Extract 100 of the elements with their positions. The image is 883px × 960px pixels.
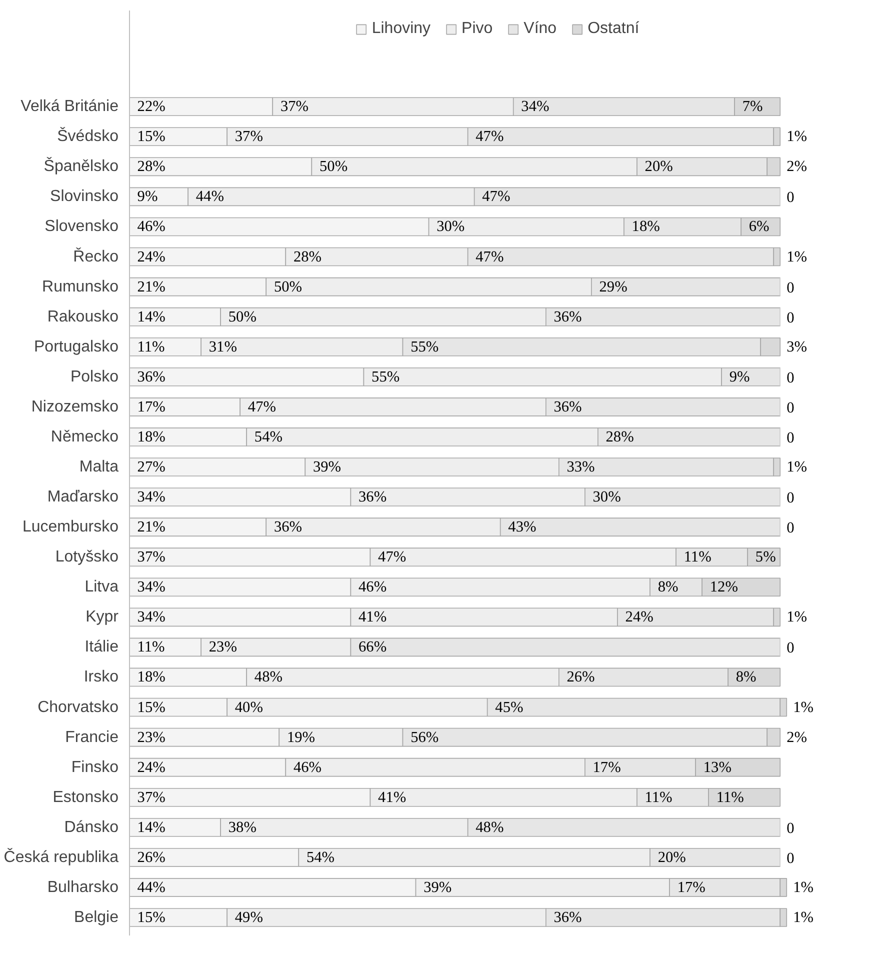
- data-label: 15%: [137, 908, 166, 926]
- data-label: 29%: [599, 278, 628, 296]
- data-label: 8%: [736, 668, 757, 686]
- data-label: 31%: [208, 338, 238, 356]
- data-label: 17%: [137, 398, 166, 416]
- data-label: 56%: [410, 728, 439, 746]
- data-label: 45%: [495, 698, 524, 716]
- data-label: 43%: [508, 518, 536, 536]
- y-tick-label: Lotyšsko: [55, 548, 119, 566]
- data-label: 0: [786, 820, 795, 837]
- data-label: 0: [786, 189, 795, 206]
- y-tick-label: Španělsko: [44, 157, 119, 176]
- data-label: 0: [786, 279, 795, 296]
- y-tick-label: Kypr: [86, 608, 120, 626]
- data-label: 1%: [793, 698, 814, 716]
- data-label: 26%: [566, 668, 596, 686]
- data-label: 28%: [137, 158, 166, 176]
- y-tick-label: Estonsko: [52, 788, 119, 806]
- data-label: 3%: [786, 338, 808, 356]
- data-label: 18%: [137, 668, 166, 686]
- data-label: 44%: [137, 878, 166, 896]
- data-label: 11%: [716, 788, 744, 806]
- y-tick-label: Švédsko: [57, 127, 119, 146]
- data-label: 36%: [358, 488, 387, 506]
- data-label: 22%: [137, 98, 166, 116]
- y-tick-label: Nizozemsko: [31, 398, 119, 416]
- data-label: 47%: [476, 248, 504, 266]
- data-label: 15%: [137, 128, 166, 146]
- data-label: 11%: [137, 638, 166, 656]
- data-label: 9%: [137, 188, 158, 206]
- data-label: 17%: [592, 758, 622, 776]
- y-tick-label: Dánsko: [64, 818, 119, 836]
- data-label: 30%: [436, 218, 465, 236]
- data-label: 14%: [137, 308, 166, 326]
- data-label: 37%: [234, 128, 264, 146]
- data-label: 11%: [644, 788, 673, 806]
- data-label: 28%: [293, 248, 322, 266]
- data-label: 0: [786, 490, 795, 507]
- data-label: 20%: [658, 848, 686, 866]
- data-label: 24%: [625, 608, 654, 626]
- data-label: 47%: [378, 548, 406, 566]
- y-tick-label: Litva: [84, 578, 119, 596]
- y-tick-label: Malta: [79, 458, 119, 476]
- data-label: 5%: [755, 548, 776, 566]
- data-label: 0: [786, 429, 795, 446]
- data-label: 13%: [703, 758, 732, 776]
- data-label: 24%: [137, 758, 166, 776]
- y-tick-label: Francie: [65, 728, 119, 746]
- data-label: 0: [786, 520, 795, 537]
- data-label: 37%: [280, 98, 309, 116]
- data-label: 0: [786, 640, 795, 657]
- y-tick-label: Polsko: [70, 368, 119, 386]
- data-label: 36%: [137, 368, 166, 386]
- data-label: 1%: [786, 608, 808, 626]
- data-label: 50%: [228, 308, 257, 326]
- y-tick-label: Irsko: [84, 668, 119, 686]
- data-label: 37%: [137, 788, 166, 806]
- data-label: 39%: [312, 458, 342, 476]
- data-label: 28%: [606, 428, 634, 446]
- y-tick-label: Bulharsko: [47, 878, 119, 896]
- data-label: 48%: [254, 668, 283, 686]
- y-tick-label: Portugalsko: [34, 338, 119, 356]
- data-label: 34%: [137, 578, 166, 596]
- data-label: 37%: [137, 548, 166, 566]
- data-label: 18%: [137, 428, 166, 446]
- data-label: 36%: [554, 308, 582, 326]
- legend-label: Víno: [524, 20, 557, 38]
- data-label: 1%: [786, 458, 808, 476]
- data-label: 54%: [254, 428, 283, 446]
- data-label: 41%: [378, 788, 406, 806]
- data-label: 2%: [786, 158, 808, 176]
- data-label: 36%: [554, 398, 582, 416]
- legend-label: Lihoviny: [372, 20, 431, 38]
- data-label: 30%: [592, 488, 622, 506]
- data-label: 46%: [137, 218, 166, 236]
- y-tick-label: Lucembursko: [22, 518, 119, 536]
- data-label: 47%: [482, 188, 510, 206]
- data-label: 21%: [137, 278, 166, 296]
- data-label: 34%: [521, 98, 550, 116]
- y-tick-label: Česká republika: [4, 848, 119, 866]
- data-label: 36%: [274, 518, 302, 536]
- data-label: 27%: [137, 458, 166, 476]
- data-label: 0: [786, 309, 795, 326]
- data-label: 2%: [786, 728, 808, 746]
- y-tick-label: Velká Británie: [20, 98, 119, 116]
- data-label: 8%: [658, 578, 678, 596]
- y-tick-label: Finsko: [71, 758, 119, 776]
- data-label: 66%: [358, 638, 387, 656]
- data-label: 17%: [677, 878, 706, 896]
- data-label: 23%: [208, 638, 238, 656]
- data-label: 19%: [286, 728, 316, 746]
- data-label: 1%: [793, 878, 814, 896]
- data-label: 38%: [228, 818, 257, 836]
- y-tick-label: Rakousko: [47, 308, 119, 326]
- data-label: 1%: [786, 128, 808, 146]
- y-tick-label: Slovinsko: [50, 188, 119, 206]
- data-label: 20%: [644, 158, 674, 176]
- data-label: 6%: [748, 218, 770, 236]
- data-label: 0: [786, 369, 795, 386]
- data-label: 40%: [234, 698, 264, 716]
